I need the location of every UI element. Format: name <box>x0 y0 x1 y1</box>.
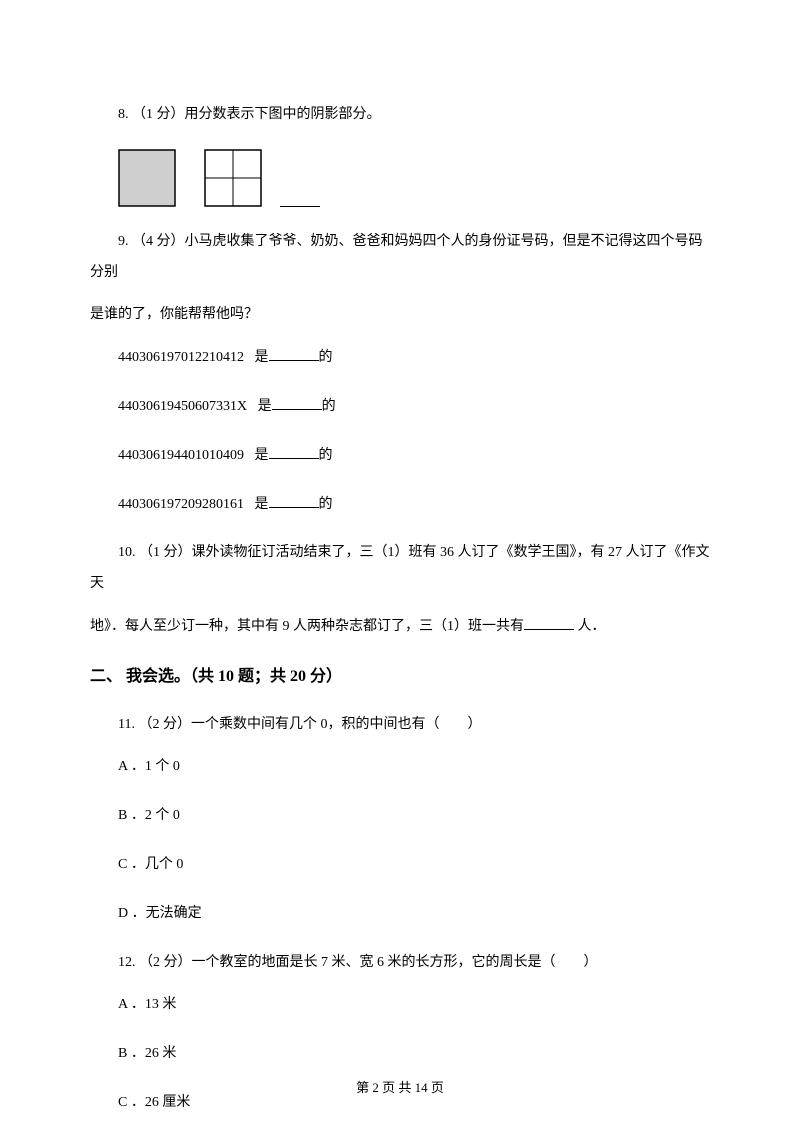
blank-post: 的 <box>319 497 333 512</box>
q8-answer-blank[interactable] <box>280 191 320 207</box>
square-shaded-icon <box>118 149 176 207</box>
q12-opt-a[interactable]: A ．13 米 <box>90 990 710 1021</box>
q12-opt-b[interactable]: B ．26 米 <box>90 1039 710 1070</box>
id-number: 440306194401010409 <box>118 448 244 463</box>
q10-text-cont: 地》．每人至少订一种，其中有 9 人两种杂志都订了，三（1）班一共有 人． <box>90 612 710 643</box>
q9-text-cont: 是谁的了，你能帮帮他吗？ <box>90 300 710 331</box>
page-footer: 第 2 页 共 14 页 <box>0 1077 800 1096</box>
section-2-header: 二、 我会选。（共 10 题；共 20 分） <box>90 663 710 692</box>
q12-text: 12. （2 分）一个教室的地面是长 7 米、宽 6 米的长方形，它的周长是（ … <box>90 948 710 979</box>
q11-opt-a[interactable]: A ．1 个 0 <box>90 752 710 783</box>
id-number: 44030619450607331X <box>118 399 247 414</box>
q9-row-3: 440306197209280161 是 的 <box>90 490 710 521</box>
q9-blank-2[interactable] <box>269 445 319 459</box>
blank-post: 的 <box>322 399 336 414</box>
q10-cont-b: 人． <box>574 619 606 634</box>
blank-pre: 是 <box>255 497 269 512</box>
q10-cont-a: 地》．每人至少订一种，其中有 9 人两种杂志都订了，三（1）班一共有 <box>90 619 524 634</box>
id-number: 440306197012210412 <box>118 350 244 365</box>
square-quartered-icon <box>204 149 262 207</box>
blank-post: 的 <box>319 350 333 365</box>
q11-opt-b[interactable]: B ．2 个 0 <box>90 801 710 832</box>
q11-text: 11. （2 分）一个乘数中间有几个 0，积的中间也有（ ） <box>90 710 710 741</box>
q11-opt-d[interactable]: D ．无法确定 <box>90 899 710 930</box>
blank-pre: 是 <box>255 448 269 463</box>
id-number: 440306197209280161 <box>118 497 244 512</box>
q9-row-0: 440306197012210412 是 的 <box>90 343 710 374</box>
page-content: 8. （1 分）用分数表示下图中的阴影部分。 9. （4 分）小马虎收集了爷爷、… <box>0 0 800 1119</box>
blank-post: 的 <box>319 448 333 463</box>
blank-pre: 是 <box>255 350 269 365</box>
q8-diagram <box>118 149 710 207</box>
q10-text: 10. （1 分）课外读物征订活动结束了，三（1）班有 36 人订了《数学王国》… <box>90 538 710 600</box>
q9-blank-3[interactable] <box>269 494 319 508</box>
q9-text: 9. （4 分）小马虎收集了爷爷、奶奶、爸爸和妈妈四个人的身份证号码，但是不记得… <box>90 227 710 289</box>
q10-answer-blank[interactable] <box>524 616 574 630</box>
q9-row-2: 440306194401010409 是 的 <box>90 441 710 472</box>
blank-pre: 是 <box>258 399 272 414</box>
q11-opt-c[interactable]: C ．几个 0 <box>90 850 710 881</box>
q9-blank-1[interactable] <box>272 396 322 410</box>
q9-blank-0[interactable] <box>269 347 319 361</box>
q8-text: 8. （1 分）用分数表示下图中的阴影部分。 <box>90 100 710 131</box>
q9-row-1: 44030619450607331X 是 的 <box>90 392 710 423</box>
